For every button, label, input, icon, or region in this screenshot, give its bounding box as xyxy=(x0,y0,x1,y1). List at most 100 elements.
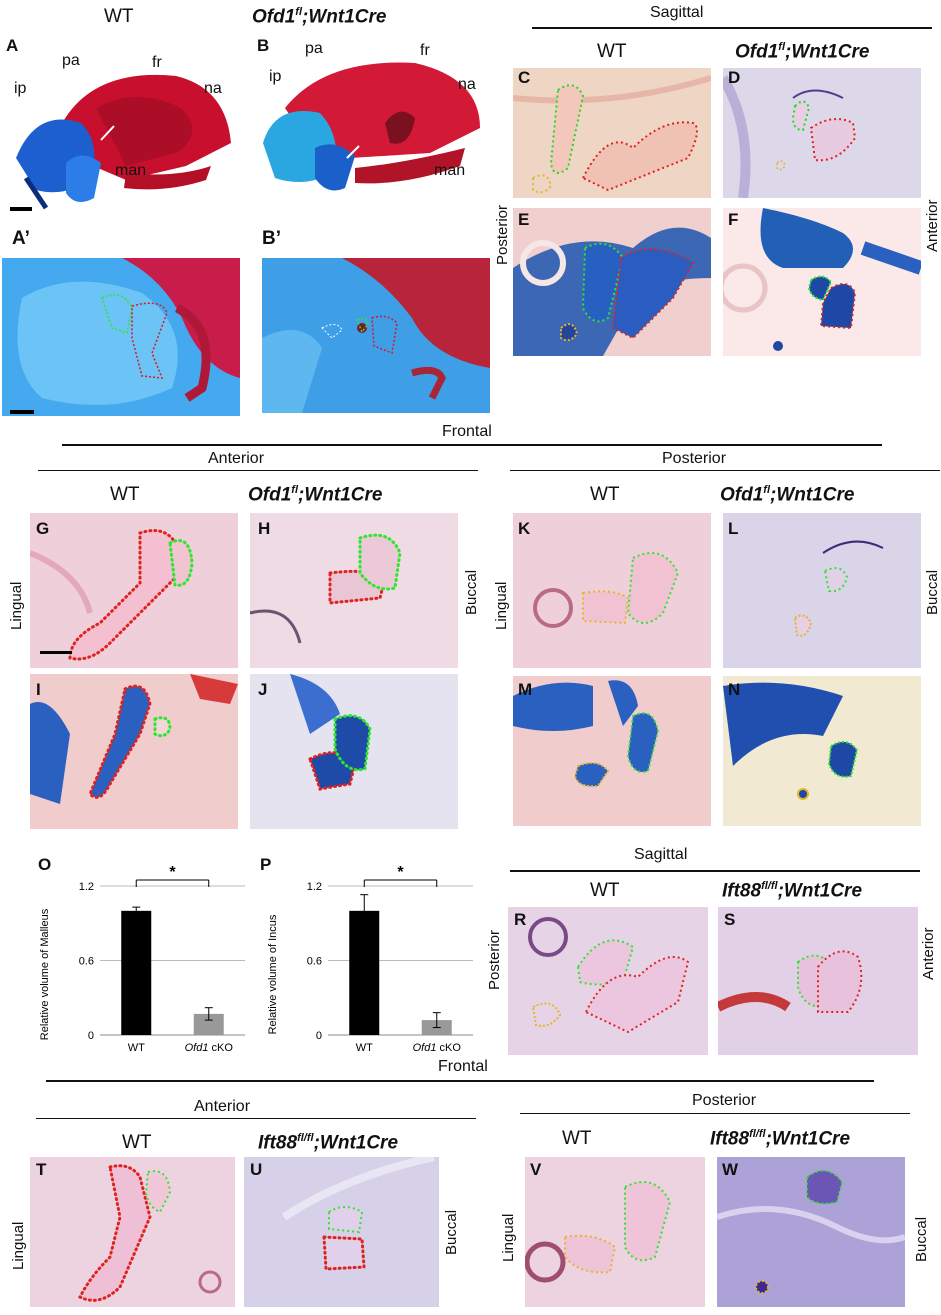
y-tick-label: 0 xyxy=(316,1030,322,1042)
panel-r-wt-ift-sagittal xyxy=(508,907,708,1055)
heading-wt-frontal-post: WT xyxy=(590,484,620,505)
skull-label-na-mut: na xyxy=(458,76,476,93)
panel-label-n: N xyxy=(728,680,741,699)
heading-wt-ift-frontal-post: WT xyxy=(562,1128,592,1149)
panel-label-i: I xyxy=(36,680,41,699)
panel-label-v: V xyxy=(530,1160,542,1179)
heading-ift-frontal-post: Ift88fl/fl;Wnt1Cre xyxy=(710,1128,851,1150)
panel-j-mutant-frontal-stain xyxy=(250,674,458,829)
panel-label-a-prime: A’ xyxy=(12,228,30,249)
panel-h-mutant-frontal-anterior xyxy=(250,513,458,668)
panel-label-b-prime: B’ xyxy=(262,228,281,249)
side-label-lingual-ift-post: Lingual xyxy=(500,1213,517,1262)
panel-label-g: G xyxy=(36,519,50,538)
y-tick-label: 0 xyxy=(88,1030,94,1042)
heading-sagittal-top: Sagittal xyxy=(650,4,704,21)
skull-label-ip-mut: ip xyxy=(269,68,282,85)
chart-incus-volume: 0 0.6 1.2 Relative volume of Incus WT Ofd1 cK… xyxy=(267,864,473,1054)
panel-label-p: P xyxy=(260,855,272,874)
panel-u-mutant-ift-frontal-anterior xyxy=(244,1157,439,1307)
heading-mutant-frontal-post: Ofd1fl;Wnt1Cre xyxy=(720,484,855,506)
panel-m-wt-frontal-stain xyxy=(513,676,711,826)
panel-label-m: M xyxy=(518,680,533,699)
panel-i-wt-frontal-stain xyxy=(30,674,238,829)
rule-anterior-ift xyxy=(36,1118,476,1119)
side-label-anterior-top: Anterior xyxy=(924,199,941,252)
panel-label-r: R xyxy=(514,910,527,929)
rule-posterior-ofd1 xyxy=(510,470,940,471)
panel-d-mutant-sagittal xyxy=(723,68,921,198)
panel-label-f: F xyxy=(728,210,739,229)
side-label-lingual-post: Lingual xyxy=(493,581,510,630)
rule-sagittal-ift xyxy=(510,870,920,872)
heading-posterior-ift: Posterior xyxy=(692,1092,757,1109)
significance-star: * xyxy=(397,864,404,881)
panel-label-w: W xyxy=(722,1160,739,1179)
y-axis-label: Relative volume of Incus xyxy=(267,914,279,1034)
heading-frontal-ofd1: Frontal xyxy=(442,423,492,440)
heading-posterior-ofd1: Posterior xyxy=(662,450,727,467)
heading-sagittal-ift: Sagittal xyxy=(634,846,688,863)
panel-label-a: A xyxy=(6,36,19,55)
heading-ift-sagittal: Ift88fl/fl;Wnt1Cre xyxy=(722,880,863,902)
panel-label-l: L xyxy=(728,519,739,538)
panel-g-wt-frontal-anterior xyxy=(30,513,238,668)
panel-v-wt-ift-frontal-posterior xyxy=(525,1157,705,1307)
y-tick-label: 1.2 xyxy=(307,881,322,893)
skull-label-fr-wt: fr xyxy=(152,54,162,71)
bar xyxy=(121,910,152,1035)
panel-s-mutant-ift-sagittal xyxy=(718,907,918,1055)
panel-label-c: C xyxy=(518,68,531,87)
skull-label-pa-wt: pa xyxy=(62,52,80,69)
panel-label-t: T xyxy=(36,1160,47,1179)
side-label-posterior-top: Posterior xyxy=(494,204,511,265)
panel-a-skull-wt xyxy=(6,48,236,213)
panel-label-o: O xyxy=(38,855,52,874)
panel-label-d: D xyxy=(728,68,741,87)
panel-k-wt-frontal-posterior xyxy=(513,513,711,668)
rule-frontal-ofd1 xyxy=(62,444,882,446)
y-tick-label: 0.6 xyxy=(79,956,94,968)
panel-b-prime-closeup xyxy=(262,258,490,413)
rule-sagittal-top xyxy=(532,27,932,29)
skull-label-ip-wt: ip xyxy=(14,80,27,97)
side-label-buccal-post: Buccal xyxy=(924,569,941,615)
x-tick-label: WT xyxy=(128,1042,145,1054)
heading-wt-top: WT xyxy=(104,6,134,27)
bar xyxy=(349,910,380,1035)
panel-f-mutant-sagittal-stain xyxy=(723,208,921,356)
heading-mutant-top: Ofd1fl;Wnt1Cre xyxy=(252,6,387,28)
panel-label-u: U xyxy=(250,1160,263,1179)
panel-label-b: B xyxy=(257,36,270,55)
y-tick-label: 0.6 xyxy=(307,956,322,968)
heading-wt-ift-sagittal: WT xyxy=(590,880,620,901)
panel-a-prime-closeup xyxy=(2,258,240,416)
y-axis-label: Relative volume of Malleus xyxy=(39,908,51,1040)
skull-label-na-wt: na xyxy=(204,80,222,97)
heading-frontal-ift: Frontal xyxy=(438,1058,488,1075)
heading-ift-frontal-ant: Ift88fl/fl;Wnt1Cre xyxy=(258,1132,399,1154)
skull-label-man-wt: man xyxy=(115,162,147,179)
side-label-lingual-ant: Lingual xyxy=(8,581,25,630)
rule-anterior-ofd1 xyxy=(38,470,478,471)
heading-anterior-ift: Anterior xyxy=(194,1098,251,1115)
skull-label-fr-mut: fr xyxy=(420,42,430,59)
panel-label-h: H xyxy=(258,519,271,538)
panel-n-mutant-frontal-stain xyxy=(723,676,921,826)
side-label-lingual-ift-ant: Lingual xyxy=(10,1221,27,1270)
heading-mutant-frontal-ant: Ofd1fl;Wnt1Cre xyxy=(248,484,383,506)
panel-e-wt-sagittal-stain xyxy=(513,208,711,356)
panel-label-k: K xyxy=(518,519,531,538)
bar xyxy=(193,1013,224,1035)
heading-mutant-sagittal: Ofd1fl;Wnt1Cre xyxy=(735,41,870,63)
skull-mutant-image xyxy=(263,62,480,191)
panel-label-j: J xyxy=(258,680,268,699)
side-label-buccal-ift-post: Buccal xyxy=(913,1216,930,1262)
skull-label-man-mut: man xyxy=(434,162,466,179)
heading-wt-ift-frontal-ant: WT xyxy=(122,1132,152,1153)
panel-l-mutant-frontal-posterior xyxy=(723,513,921,668)
side-label-anterior-ift: Anterior xyxy=(920,927,937,980)
panel-label-e: E xyxy=(518,210,530,229)
panel-c-wt-sagittal xyxy=(513,68,711,198)
x-tick-label: WT xyxy=(356,1042,373,1054)
